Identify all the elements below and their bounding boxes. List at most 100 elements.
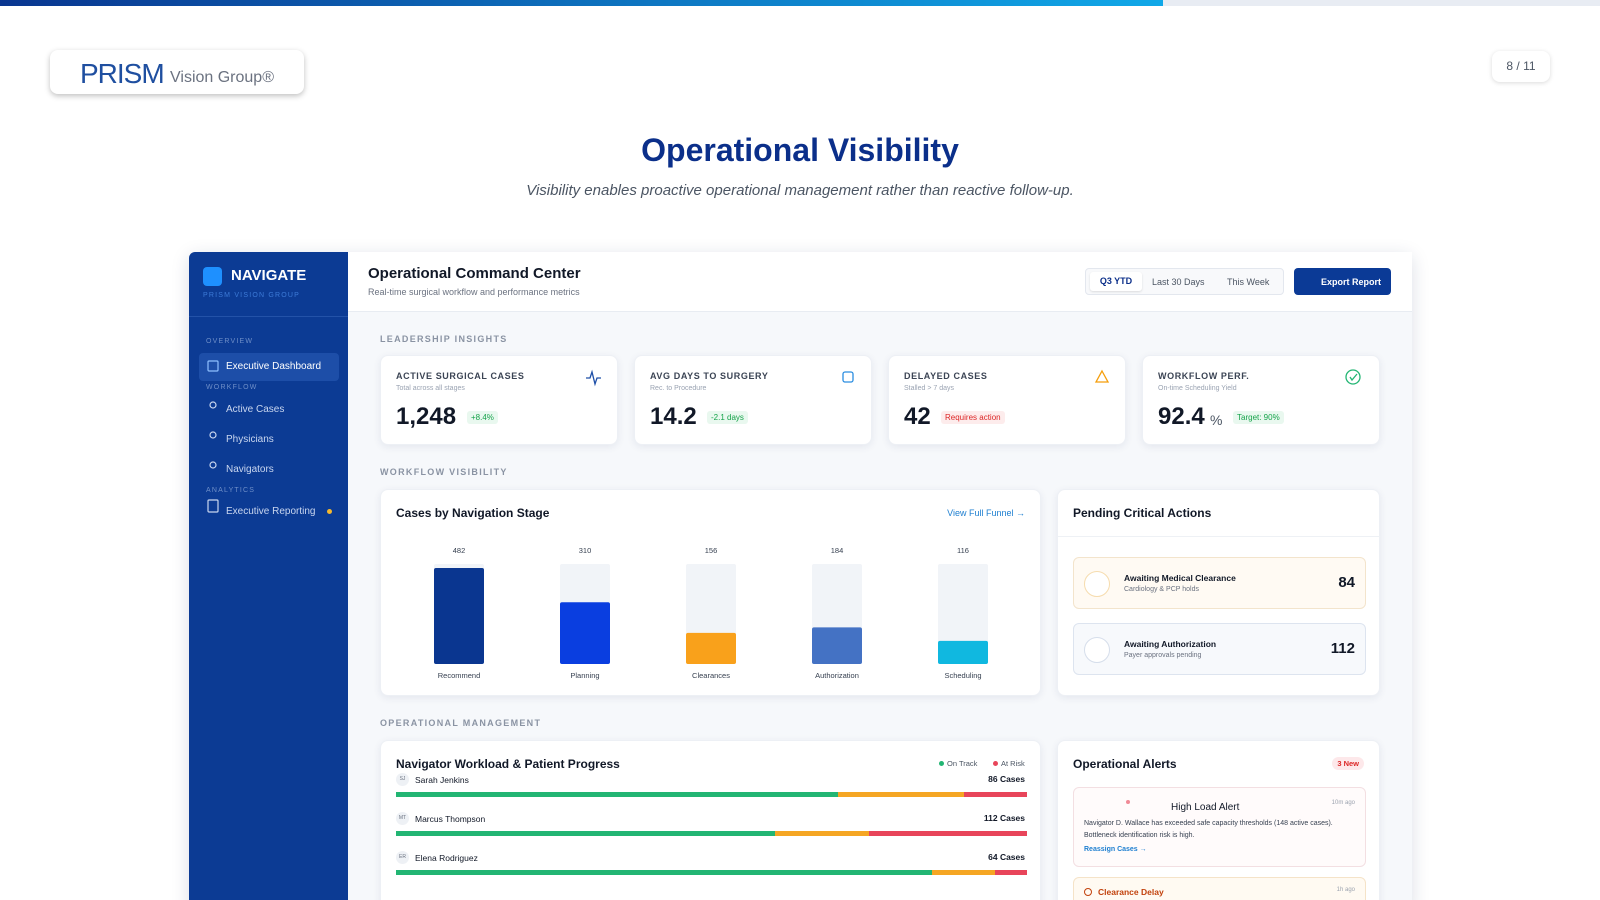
bar-category: Recommend <box>438 671 481 680</box>
section-label: OPERATIONAL MANAGEMENT <box>380 718 542 728</box>
row-initials: SJ <box>396 773 409 786</box>
pending-item[interactable]: Awaiting Authorization Payer approvals p… <box>1073 623 1366 675</box>
nav-icons <box>207 360 219 513</box>
row-initials: ER <box>396 851 409 864</box>
alert[interactable]: High Load Alert 10m ago Navigator D. Wal… <box>1073 787 1366 867</box>
kpi-sublabel: Total across all stages <box>396 385 465 392</box>
nav-section: ANALYTICS <box>206 487 256 494</box>
progress-segment <box>396 792 838 797</box>
row-name: Sarah Jenkins <box>415 775 469 785</box>
page-number: 8 / 11 <box>1492 51 1550 82</box>
tab[interactable]: This Week <box>1227 277 1270 287</box>
alert-title: Clearance Delay <box>1098 887 1164 897</box>
alert-icon <box>1084 888 1092 896</box>
alert-link[interactable]: Reassign Cases → <box>1084 846 1147 853</box>
divider <box>1058 536 1381 537</box>
kpi-sublabel: Stalled > 7 days <box>904 385 955 392</box>
pending-title: Pending Critical Actions <box>1073 506 1212 520</box>
export-button[interactable] <box>1294 268 1391 295</box>
kpi-value: 42 <box>904 403 931 430</box>
brand-org: PRISM VISION GROUP <box>203 292 301 299</box>
progress-segment <box>932 870 996 875</box>
progress-segment <box>396 870 933 875</box>
nav-item[interactable]: Navigators <box>226 464 274 475</box>
alerts-card: Operational Alerts 3 New High Load Alert… <box>1057 740 1380 900</box>
logo-name: PRISM <box>80 58 165 89</box>
section-label: WORKFLOW VISIBILITY <box>380 467 508 477</box>
pending-item-title: Awaiting Authorization <box>1124 639 1217 649</box>
pending-icon <box>1084 571 1110 597</box>
kpi-value: 14.2 <box>650 403 697 430</box>
alert-time: 10m ago <box>1331 800 1355 806</box>
kpi-label: WORKFLOW PERF. <box>1158 371 1250 381</box>
bar-value: 116 <box>957 546 969 555</box>
chart-link[interactable]: View Full Funnel → <box>947 508 1025 518</box>
nav-section: OVERVIEW <box>206 338 254 345</box>
progress-segment <box>869 831 1027 836</box>
alert-time: 1h ago <box>1336 887 1355 893</box>
kpi-label: AVG DAYS TO SURGERY <box>650 371 769 381</box>
progress-segment <box>774 831 870 836</box>
sidebar <box>189 252 348 900</box>
row-initials: MT <box>396 812 409 825</box>
kpi-card: WORKFLOW PERF. On-time Scheduling Yield … <box>1142 355 1380 445</box>
slide-title: Operational Visibility <box>641 132 959 168</box>
logo-tagline: Vision Group® <box>170 69 274 86</box>
bar <box>938 640 988 664</box>
kpi-card: ACTIVE SURGICAL CASES Total across all s… <box>380 355 618 445</box>
logo: PRISM Vision Group® <box>50 50 304 94</box>
kpi-icons <box>586 369 1361 387</box>
nav-dot <box>327 509 332 514</box>
bar-category: Scheduling <box>944 671 981 680</box>
kpi-note: Target: 90% <box>1233 411 1284 424</box>
legend-label: On Track <box>947 759 978 768</box>
kpi-note: -2.1 days <box>707 411 748 424</box>
nav-active[interactable] <box>199 353 339 381</box>
kpi-sublabel: Rec. to Procedure <box>650 385 707 392</box>
pending-item[interactable]: Awaiting Medical Clearance Cardiology & … <box>1073 557 1366 609</box>
export-label[interactable]: Export Report <box>1321 277 1382 287</box>
pending-item-sub: Payer approvals pending <box>1124 652 1202 659</box>
bar-chart: 482 Recommend 310 Planning 156 Clearances 184 A… <box>434 546 988 680</box>
bar-value: 482 <box>453 546 466 555</box>
row-cases: 112 Cases <box>983 813 1025 823</box>
brand-icon <box>203 267 222 286</box>
kpi-unit: % <box>1210 412 1223 428</box>
alerts-badge: 3 New <box>1332 757 1364 770</box>
pending-item-sub: Cardiology & PCP holds <box>1124 586 1199 593</box>
kpi-note: Requires action <box>941 411 1005 424</box>
kpi-sublabel: On-time Scheduling Yield <box>1158 385 1237 392</box>
tab[interactable]: Q3 YTD <box>1090 272 1142 291</box>
kpi-label: ACTIVE SURGICAL CASES <box>396 371 525 381</box>
pending-item-count: 112 <box>1330 640 1355 657</box>
tab[interactable]: Last 30 Days <box>1152 277 1205 287</box>
pending-card: Pending Critical Actions Awaiting Medica… <box>1057 489 1381 696</box>
brand: NAVIGATE <box>231 267 307 284</box>
bar-category: Clearances <box>692 671 730 680</box>
row-cases: 64 Cases <box>988 852 1025 862</box>
alert[interactable]: Clearance Delay 1h ago <box>1073 877 1366 900</box>
bar-track <box>938 564 988 664</box>
alerts-title: Operational Alerts <box>1073 757 1177 771</box>
bar-value: 156 <box>705 546 718 555</box>
nav-item[interactable]: Physicians <box>226 434 274 445</box>
nav-item[interactable]: Executive Dashboard <box>226 361 322 372</box>
pending-icon <box>1084 637 1110 663</box>
bar-value: 184 <box>831 546 844 555</box>
nav-item[interactable]: Active Cases <box>226 404 285 415</box>
kpi-label: DELAYED CASES <box>904 371 988 381</box>
row-name: Marcus Thompson <box>415 814 486 824</box>
bar <box>686 632 736 664</box>
legend-swatch <box>939 761 944 766</box>
workload-title: Navigator Workload & Patient Progress <box>396 757 620 771</box>
progress-segment <box>837 792 964 797</box>
progress-fill <box>0 0 1163 6</box>
workload-card: Navigator Workload & Patient Progress On… <box>380 740 1041 900</box>
legend-swatch <box>993 761 998 766</box>
bar <box>434 568 484 664</box>
progress-segment <box>963 792 1027 797</box>
bar-category: Planning <box>570 671 599 680</box>
nav-item[interactable]: Executive Reporting <box>226 506 316 517</box>
progress-segment <box>995 870 1027 875</box>
